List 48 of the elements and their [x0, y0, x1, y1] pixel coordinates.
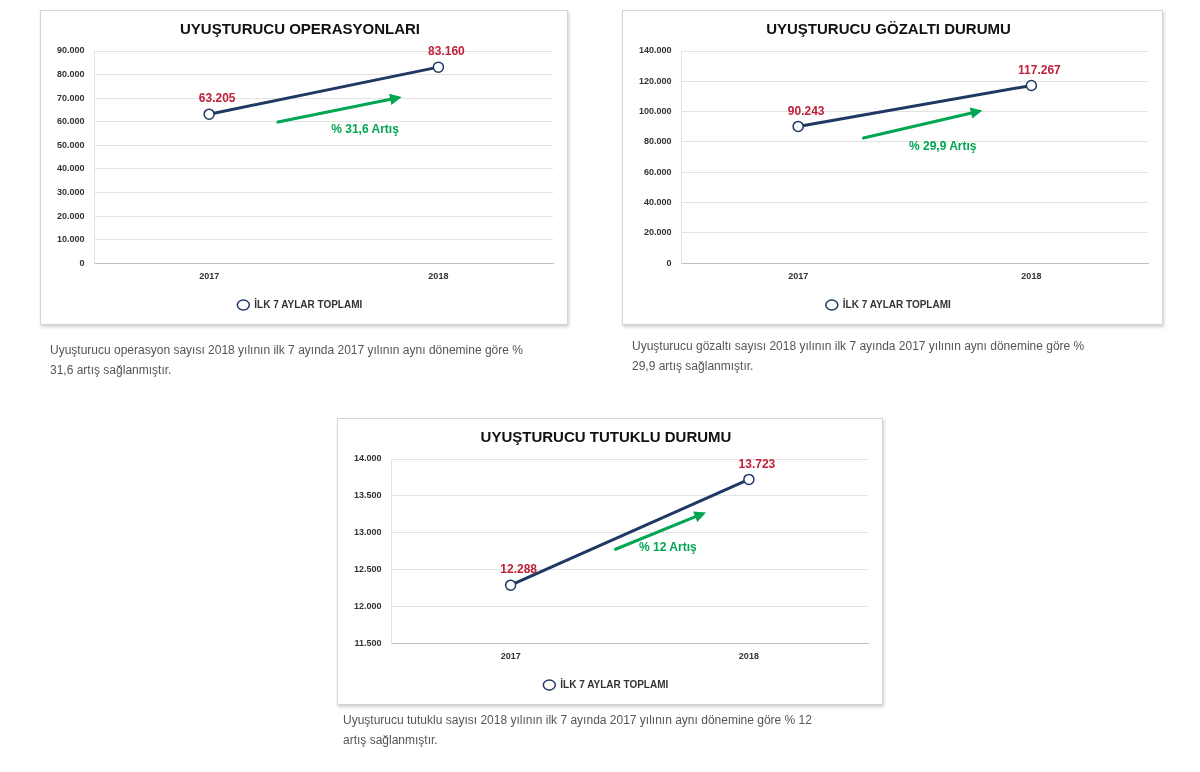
- y-tick-label: 11.500: [354, 637, 382, 648]
- chart-title: UYUŞTURUCU TUTUKLU DURUMU: [480, 428, 732, 446]
- y-tick-label: 50.000: [57, 139, 85, 150]
- y-tick-label: 13.500: [354, 490, 382, 501]
- chart-title: UYUŞTURUCU OPERASYONLARI: [179, 20, 421, 38]
- x-tick-label: 2018: [738, 651, 759, 662]
- x-tick-label: 2017: [199, 271, 220, 282]
- text: Uyuşturucu tutuklu sayısı 2018 yılının ilk 7 ayında 2017 yılının aynı dönemine göre % 12 artış sağlanmıştır.: [343, 712, 813, 749]
- x-tick-label: 2017: [788, 271, 809, 282]
- y-tick-label: 12.000: [354, 600, 382, 611]
- y-tick-label: 10.000: [57, 234, 85, 245]
- data-label: 13.723: [738, 456, 776, 471]
- y-tick-label: 0: [79, 257, 85, 268]
- y-tick-label: 70.000: [57, 92, 85, 103]
- y-tick-label: 100.000: [638, 106, 672, 117]
- y-tick-label: 80.000: [57, 69, 85, 80]
- y-tick-label: 0: [666, 257, 672, 268]
- y-tick-label: 20.000: [57, 210, 85, 221]
- x-tick-label: 2018: [1021, 271, 1042, 282]
- data-label: 63.205: [198, 91, 236, 106]
- y-tick-label: 60.000: [644, 166, 672, 177]
- chart-title: UYUŞTURUCU GÖZALTI DURUMU: [766, 20, 1011, 38]
- annotation: % 31,6 Artış: [331, 121, 400, 136]
- legend-label: İLK 7 AYLAR TOPLAMI: [254, 297, 363, 310]
- text: Uyuşturucu gözaltı sayısı 2018 yılının ilk 7 ayında 2017 yılının aynı dönemine göre % 29,9 artış sağlanmıştır.: [632, 338, 1086, 375]
- text: Uyuşturucu operasyon sayısı 2018 yılının ilk 7 ayında 2017 yılının aynı dönemine göre % 31,6 artış sağlanmıştır.: [50, 342, 524, 379]
- y-tick-label: 80.000: [644, 136, 672, 147]
- y-tick-label: 90.000: [57, 45, 85, 56]
- data-label: 12.288: [500, 562, 538, 577]
- legend-label: İLK 7 AYLAR TOPLAMI: [842, 297, 952, 310]
- annotation: % 29,9 Artış: [908, 138, 977, 153]
- x-tick-label: 2017: [500, 651, 521, 662]
- x-tick-label: 2018: [428, 271, 449, 282]
- y-tick-label: 60.000: [57, 116, 85, 127]
- data-label: 83.160: [428, 44, 466, 59]
- y-tick-label: 120.000: [638, 75, 672, 86]
- y-tick-label: 13.000: [354, 527, 382, 538]
- y-tick-label: 40.000: [644, 197, 672, 208]
- y-tick-label: 140.000: [638, 45, 672, 56]
- y-tick-label: 12.500: [354, 564, 382, 574]
- data-label: 117.267: [1018, 62, 1062, 77]
- y-tick-label: 40.000: [57, 163, 85, 174]
- annotation: % 12 Artış: [639, 539, 697, 554]
- y-tick-label: 14.000: [354, 453, 382, 464]
- y-tick-label: 20.000: [644, 227, 672, 238]
- legend-label: İLK 7 AYLAR TOPLAMI: [560, 677, 669, 690]
- data-label: 90.243: [787, 103, 825, 118]
- y-tick-label: 30.000: [57, 186, 85, 197]
